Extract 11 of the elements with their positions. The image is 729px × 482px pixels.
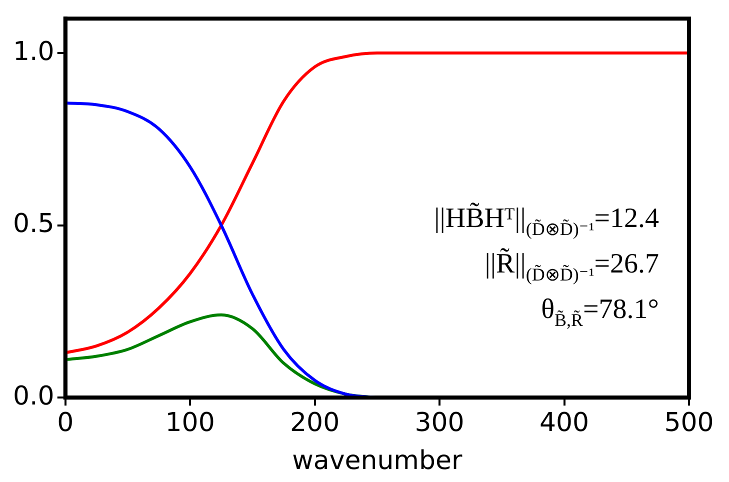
- x-axis-title: wavenumber: [292, 446, 463, 476]
- y-tick-label: 1.0: [12, 36, 54, 67]
- x-tick-label: 100: [165, 408, 215, 438]
- y-tick-label: 0.5: [12, 209, 54, 240]
- x-tick-label: 200: [290, 408, 340, 438]
- x-tick-label: 0: [57, 408, 74, 438]
- x-tick-label: 400: [539, 408, 590, 438]
- x-tick-label: 300: [414, 408, 464, 438]
- x-tick-label: 500: [664, 408, 714, 438]
- y-tick-label: 0.0: [12, 381, 54, 412]
- line-series: [65, 52, 689, 354]
